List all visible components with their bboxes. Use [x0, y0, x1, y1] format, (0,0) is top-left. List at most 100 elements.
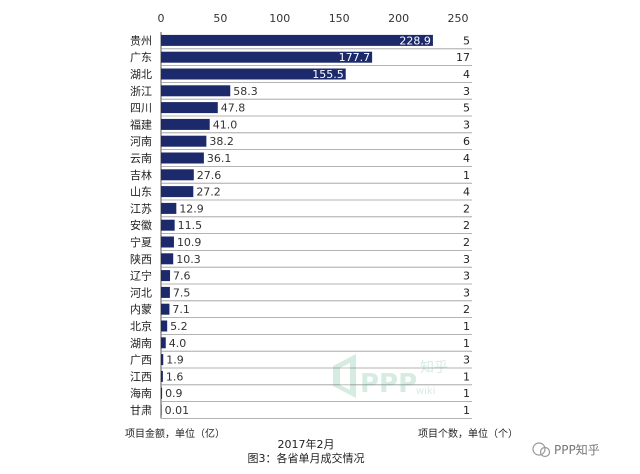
value-label: 177.7	[339, 51, 371, 64]
bar	[161, 236, 174, 248]
ppp-zhihu-badge: PPP知乎	[532, 442, 600, 458]
value-label: 47.8	[221, 102, 246, 115]
bar	[161, 202, 177, 214]
value-label: 5.2	[170, 320, 188, 333]
bar	[161, 303, 170, 315]
value-label: 0.01	[165, 404, 190, 417]
count-label: 3	[463, 354, 470, 367]
bars: 228.9 177.7 155.5 58.3 47.8 41.0 38.2 36.1 27.6 2…	[161, 34, 433, 417]
value-label: 4.0	[169, 337, 187, 350]
count-label: 6	[463, 135, 470, 148]
bar	[161, 253, 174, 265]
value-label: 7.5	[173, 286, 191, 299]
value-label: 7.1	[172, 303, 190, 316]
category-label: 云南	[130, 152, 152, 165]
count-label: 3	[463, 270, 470, 283]
value-label: 0.9	[165, 387, 183, 400]
count-label: 1	[463, 387, 470, 400]
wechat-icon	[532, 442, 546, 456]
ppp-logo-mark-inner	[340, 363, 350, 390]
ppp-zhihu-text: PPP知乎	[554, 443, 600, 457]
bar	[161, 34, 433, 46]
count-label: 1	[463, 320, 470, 333]
value-label: 10.3	[176, 253, 201, 266]
category-label: 江西	[130, 370, 152, 383]
value-label: 11.5	[178, 219, 203, 232]
count-label: 2	[463, 202, 470, 215]
category-label: 河北	[130, 286, 152, 299]
left-axis-caption: 项目金额，单位（亿）	[125, 427, 225, 440]
count-label: 2	[463, 236, 470, 249]
value-label: 10.9	[177, 236, 202, 249]
value-label: 36.1	[207, 152, 232, 165]
bar	[161, 337, 166, 349]
right-axis-caption: 项目个数，单位（个）	[418, 427, 518, 440]
count-label: 3	[463, 286, 470, 299]
value-label: 41.0	[213, 118, 238, 131]
bar	[161, 51, 373, 63]
category-label: 海南	[130, 386, 152, 400]
count-label: 3	[463, 118, 470, 131]
count-label: 1	[463, 404, 470, 417]
bar	[161, 186, 194, 198]
bar	[161, 354, 164, 366]
x-tick-label: 250	[448, 12, 469, 25]
count-label: 5	[463, 102, 470, 115]
count-label: 17	[456, 51, 470, 64]
category-label: 广西	[130, 354, 152, 367]
category-label: 湖南	[130, 337, 152, 350]
category-label: 吉林	[130, 168, 152, 182]
bar	[161, 286, 170, 298]
x-tick-label: 100	[269, 12, 290, 25]
value-label: 228.9	[399, 34, 431, 47]
category-label: 陕西	[130, 252, 152, 266]
category-label: 浙江	[130, 85, 152, 98]
bar	[161, 118, 210, 130]
value-label: 27.2	[196, 186, 221, 199]
category-label: 宁夏	[130, 235, 152, 249]
category-label: 湖北	[130, 68, 152, 81]
value-label: 58.3	[233, 85, 258, 98]
x-tick-label: 0	[158, 12, 165, 25]
bar	[161, 102, 218, 114]
count-label: 4	[463, 152, 470, 165]
category-label: 北京	[130, 319, 152, 333]
count-label: 5	[463, 34, 470, 47]
count-label: 4	[463, 68, 470, 81]
zhihu-small-watermark: 知乎	[420, 359, 448, 376]
bar	[161, 219, 175, 231]
category-label: 贵州	[130, 34, 152, 47]
bar	[161, 169, 194, 181]
row-lines: 贵州 5 广东 17 湖北 4 浙江 3 四川 5 福建 3 河南 6 云南 4 吉林 1 山东 4 江苏 2 安徽 2 宁夏 2…	[130, 32, 472, 419]
count-label: 2	[463, 303, 470, 316]
bar	[161, 135, 207, 147]
bar	[161, 370, 163, 382]
category-label: 福建	[130, 117, 152, 131]
category-label: 安徽	[130, 218, 152, 232]
bar	[161, 404, 162, 416]
value-label: 1.6	[166, 370, 184, 383]
category-label: 内蒙	[130, 302, 152, 316]
category-label: 江苏	[130, 202, 152, 215]
category-label: 四川	[130, 102, 152, 115]
x-tick-label: 150	[329, 12, 350, 25]
category-label: 甘肃	[130, 404, 152, 417]
count-label: 1	[463, 370, 470, 383]
value-label: 27.6	[197, 169, 222, 182]
count-label: 1	[463, 169, 470, 182]
count-label: 3	[463, 85, 470, 98]
category-label: 广东	[130, 51, 152, 64]
bar	[161, 320, 168, 332]
bar	[161, 152, 204, 164]
bar	[161, 68, 346, 80]
bar	[161, 387, 163, 399]
count-label: 3	[463, 253, 470, 266]
value-label: 38.2	[209, 135, 234, 148]
count-label: 1	[463, 337, 470, 350]
bar	[161, 85, 231, 97]
value-label: 7.6	[173, 270, 191, 283]
category-label: 山东	[130, 186, 152, 199]
category-label: 河南	[130, 135, 152, 148]
count-label: 2	[463, 219, 470, 232]
